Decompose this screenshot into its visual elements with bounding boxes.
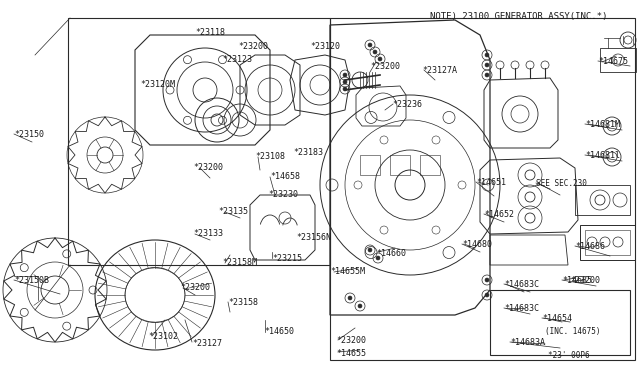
Text: *23200: *23200	[370, 62, 400, 71]
Text: *23127A: *23127A	[422, 66, 457, 75]
Text: *23158: *23158	[228, 298, 258, 307]
Circle shape	[485, 293, 489, 297]
Text: *14686: *14686	[575, 242, 605, 251]
Text: *14650: *14650	[264, 327, 294, 336]
Text: *23120: *23120	[310, 42, 340, 51]
Circle shape	[348, 296, 352, 300]
Text: *14683A: *14683A	[510, 338, 545, 347]
Text: *14675: *14675	[598, 57, 628, 66]
Text: *14681M: *14681M	[585, 120, 620, 129]
Text: NOTE) 23100 GENERATOR ASSY(INC.*): NOTE) 23100 GENERATOR ASSY(INC.*)	[430, 12, 607, 21]
Text: *14683C: *14683C	[504, 280, 539, 289]
Text: *23150: *23150	[14, 130, 44, 139]
Text: *14654: *14654	[542, 314, 572, 323]
Text: *14683C: *14683C	[504, 304, 539, 313]
Circle shape	[343, 87, 347, 91]
Text: *14660: *14660	[376, 249, 406, 258]
Circle shape	[343, 80, 347, 84]
Circle shape	[376, 256, 380, 260]
Text: *23102: *23102	[148, 332, 178, 341]
Text: *23230: *23230	[268, 190, 298, 199]
Text: *23' 00P6: *23' 00P6	[548, 351, 590, 360]
Text: *23135: *23135	[218, 207, 248, 216]
Circle shape	[368, 43, 372, 47]
Circle shape	[485, 63, 489, 67]
Text: *23118: *23118	[195, 28, 225, 37]
Circle shape	[485, 73, 489, 77]
Circle shape	[373, 50, 377, 54]
Circle shape	[358, 304, 362, 308]
Text: *14652: *14652	[484, 210, 514, 219]
Text: *23123: *23123	[222, 55, 252, 64]
Text: *23200: *23200	[180, 283, 210, 292]
Text: *14680: *14680	[462, 240, 492, 249]
Text: *23200: *23200	[336, 336, 366, 345]
Text: *23120M: *23120M	[140, 80, 175, 89]
Text: *14655M: *14655M	[330, 267, 365, 276]
Text: *14681l: *14681l	[585, 151, 620, 160]
Text: *23200: *23200	[193, 163, 223, 172]
Text: *14685: *14685	[562, 276, 592, 285]
Text: *23183: *23183	[293, 148, 323, 157]
Text: (INC. 14675): (INC. 14675)	[545, 327, 600, 336]
Circle shape	[343, 73, 347, 77]
Circle shape	[378, 57, 382, 61]
Text: *23236: *23236	[392, 100, 422, 109]
Text: *23215: *23215	[272, 254, 302, 263]
Text: *23158M: *23158M	[222, 258, 257, 267]
Text: *23108: *23108	[255, 152, 285, 161]
Text: *23127: *23127	[192, 339, 222, 348]
Circle shape	[485, 278, 489, 282]
Text: *14655: *14655	[336, 349, 366, 358]
Text: SEE SEC.230: SEE SEC.230	[536, 179, 587, 188]
Text: *23133: *23133	[193, 229, 223, 238]
Circle shape	[368, 248, 372, 252]
Circle shape	[485, 53, 489, 57]
Text: *23200: *23200	[570, 276, 600, 285]
Text: *14658: *14658	[270, 172, 300, 181]
Text: *14651: *14651	[476, 178, 506, 187]
Text: *23150B: *23150B	[14, 276, 49, 285]
Text: *23156N: *23156N	[296, 233, 331, 242]
Text: *23200: *23200	[238, 42, 268, 51]
